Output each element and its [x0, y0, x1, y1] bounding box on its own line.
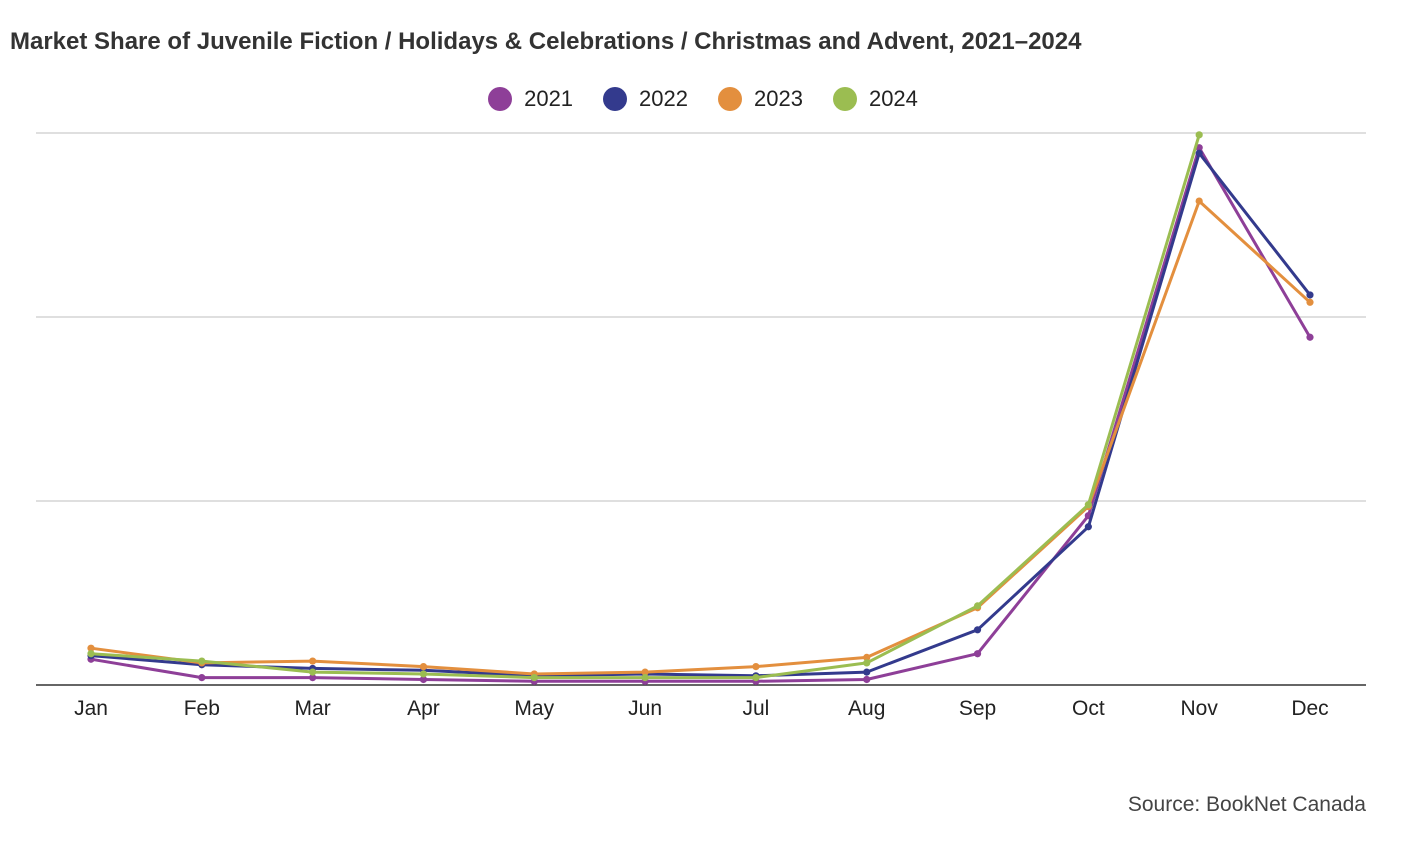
- data-point: [309, 668, 317, 676]
- chart-title: Market Share of Juvenile Fiction / Holid…: [10, 28, 1082, 55]
- series-lines: [87, 131, 1314, 685]
- series-line-2023: [89, 199, 1312, 676]
- x-tick-label: Jan: [74, 697, 108, 720]
- x-tick-label: Jun: [628, 697, 662, 720]
- legend-swatch: [603, 87, 628, 111]
- data-point: [530, 674, 538, 682]
- x-tick-label: Feb: [184, 697, 220, 720]
- series-2021: [87, 144, 1314, 685]
- data-point: [641, 668, 649, 676]
- data-point: [752, 663, 760, 671]
- series-2022: [87, 149, 1314, 680]
- data-point: [309, 657, 317, 665]
- data-point: [309, 674, 317, 682]
- legend-item-2024[interactable]: 2024: [832, 86, 918, 112]
- data-point: [1306, 291, 1314, 299]
- data-point: [1306, 298, 1314, 306]
- legend-label: 2023: [754, 86, 803, 111]
- x-tick-label: Apr: [407, 697, 440, 720]
- legend-swatch: [718, 87, 742, 111]
- data-point: [863, 659, 871, 667]
- series-2023: [87, 197, 1314, 678]
- series-line-2022: [89, 151, 1312, 678]
- x-tick-label: Jul: [742, 697, 769, 720]
- legend: 2021 2022 2023 2024: [0, 86, 1406, 112]
- data-point: [1306, 333, 1314, 341]
- legend-item-2021[interactable]: 2021: [488, 86, 573, 112]
- legend-item-2023[interactable]: 2023: [718, 86, 803, 112]
- data-point: [973, 626, 982, 634]
- data-point: [419, 670, 428, 678]
- x-tick-label: Oct: [1072, 697, 1105, 720]
- data-point: [87, 644, 95, 652]
- data-point: [863, 653, 871, 662]
- legend-label: 2021: [524, 86, 574, 111]
- data-point: [1195, 131, 1203, 139]
- gridlines: [36, 132, 1366, 502]
- x-tick-label: Mar: [295, 697, 331, 720]
- data-point: [419, 663, 428, 671]
- legend-label: 2022: [639, 86, 688, 111]
- data-point: [419, 675, 428, 684]
- series-line-2021: [89, 146, 1312, 683]
- data-point: [1195, 197, 1203, 205]
- data-point: [641, 674, 649, 682]
- data-point: [87, 650, 95, 658]
- data-point: [973, 650, 982, 658]
- x-tick-label: May: [514, 697, 554, 720]
- x-tick-label: Nov: [1181, 697, 1219, 720]
- source-note: Source: BookNet Canada: [1127, 793, 1366, 816]
- x-tick-label: Sep: [959, 697, 996, 720]
- series-2024: [87, 131, 1203, 682]
- legend-label: 2024: [868, 86, 918, 111]
- data-point: [1084, 523, 1092, 531]
- legend-swatch: [832, 87, 857, 111]
- data-point: [863, 668, 871, 676]
- x-tick-label: Dec: [1291, 697, 1328, 720]
- data-point: [1195, 149, 1203, 157]
- legend-item-2022[interactable]: 2022: [603, 86, 688, 112]
- data-point: [1084, 501, 1092, 509]
- legend-swatch: [488, 87, 513, 111]
- data-point: [198, 657, 206, 665]
- x-tick-label: Aug: [848, 697, 885, 720]
- series-line-2024: [89, 133, 1201, 680]
- data-point: [973, 602, 982, 610]
- data-point: [863, 675, 871, 684]
- data-point: [752, 674, 760, 682]
- x-tick-labels: Jan Feb Mar Apr May Jun Jul Aug Sep Oct Nov Dec: [74, 697, 1329, 720]
- data-point: [198, 674, 206, 682]
